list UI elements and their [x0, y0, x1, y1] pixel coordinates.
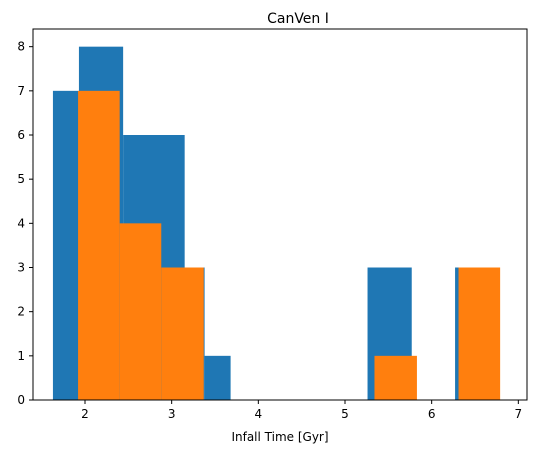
y-tick-label: 0	[17, 393, 25, 407]
y-tick-label: 3	[17, 261, 25, 275]
y-tick-label: 2	[17, 305, 25, 319]
bar-series-2-bin-3	[161, 267, 204, 400]
x-tick-label: 6	[428, 407, 436, 421]
bar-series-2-bin-2	[119, 223, 162, 400]
x-tick-label: 3	[168, 407, 176, 421]
bar-series-2-bin-5	[458, 267, 501, 400]
bar-series-1-bin-1	[52, 90, 79, 400]
x-tick-label: 7	[515, 407, 523, 421]
y-tick-label: 4	[17, 216, 25, 230]
x-axis-label: Infall Time [Gyr]	[231, 430, 328, 444]
y-tick-label: 8	[17, 40, 25, 54]
y-tick-label: 7	[17, 84, 25, 98]
bars-layer	[52, 46, 501, 401]
x-tick-label: 5	[341, 407, 349, 421]
bar-series-1-bin-5	[204, 355, 231, 400]
y-axis: 0 1 2 3 4 5 6 7 8	[17, 40, 33, 407]
chart-title: CanVen I	[267, 11, 329, 27]
x-tick-label: 2	[81, 407, 89, 421]
y-tick-label: 1	[17, 349, 25, 363]
plot-frame	[32, 28, 528, 401]
x-axis: 2 3 4 5 6 7	[81, 400, 522, 421]
bar-series-2-bin-4	[374, 355, 417, 400]
x-tick-label: 4	[255, 407, 263, 421]
y-tick-label: 6	[17, 128, 25, 142]
y-tick-label: 5	[17, 172, 25, 186]
bar-series-2-bin-1	[78, 90, 120, 400]
